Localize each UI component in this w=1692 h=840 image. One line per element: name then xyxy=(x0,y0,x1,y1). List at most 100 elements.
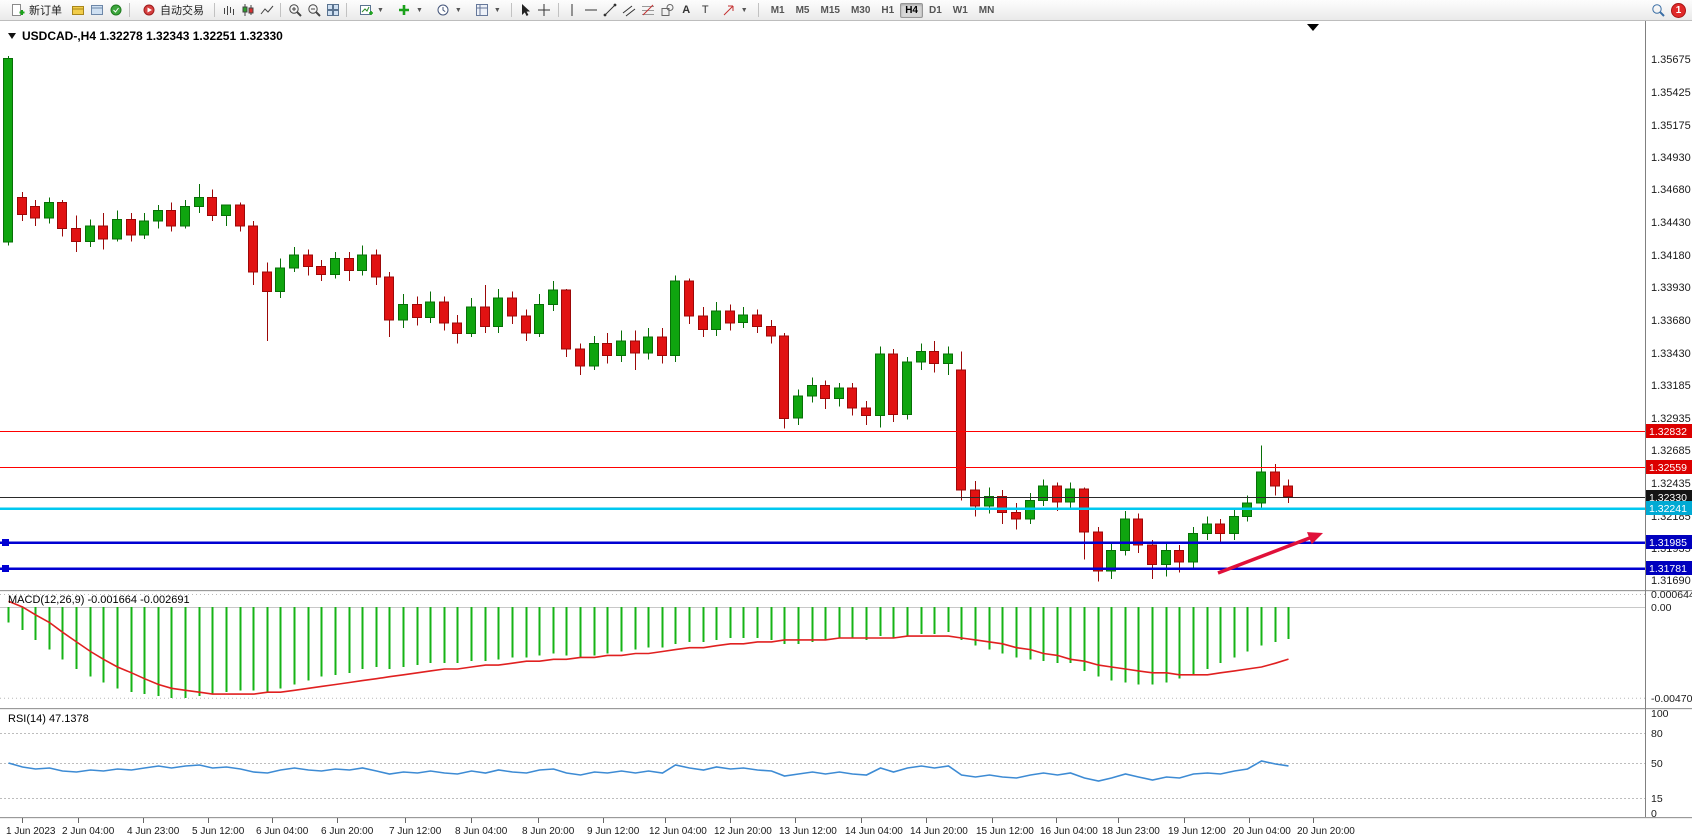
chart-title: USDCAD-,H4 1.32278 1.32343 1.32251 1.323… xyxy=(8,29,283,43)
tf-m5-button[interactable]: M5 xyxy=(795,4,810,16)
svg-text:50: 50 xyxy=(1651,758,1663,770)
clock-icon xyxy=(435,2,452,19)
auto-trading-icon xyxy=(140,2,157,19)
trend-arrow[interactable] xyxy=(1217,532,1323,575)
macd-signal-line xyxy=(8,600,1289,695)
svg-text:1.34680: 1.34680 xyxy=(1651,184,1691,196)
candlestick-chart-icon[interactable] xyxy=(239,2,256,19)
svg-text:7 Jun 12:00: 7 Jun 12:00 xyxy=(389,826,442,837)
svg-text:1.33930: 1.33930 xyxy=(1651,282,1691,294)
svg-text:-0.004708: -0.004708 xyxy=(1651,693,1692,705)
chart-profiles-icon[interactable] xyxy=(69,2,86,19)
price-tag-1.31781: 1.31781 xyxy=(1646,561,1692,575)
hline-handle-1.31985[interactable] xyxy=(2,539,9,546)
notification-badge[interactable]: 1 xyxy=(1671,2,1686,18)
arrow-tool-icon xyxy=(721,2,738,19)
svg-text:1.32935: 1.32935 xyxy=(1651,413,1691,425)
line-chart-icon[interactable] xyxy=(258,2,275,19)
svg-text:12 Jun 20:00: 12 Jun 20:00 xyxy=(714,826,772,837)
vertical-line-icon[interactable] xyxy=(564,2,581,19)
svg-text:1.31690: 1.31690 xyxy=(1651,575,1691,587)
tf-w1-button[interactable]: W1 xyxy=(952,4,968,16)
svg-text:4 Jun 23:00: 4 Jun 23:00 xyxy=(127,826,180,837)
chevron-down-icon: ▼ xyxy=(454,6,462,14)
svg-text:14 Jun 04:00: 14 Jun 04:00 xyxy=(845,826,903,837)
svg-text:14 Jun 20:00: 14 Jun 20:00 xyxy=(910,826,968,837)
svg-text:80: 80 xyxy=(1651,728,1663,740)
horizontal-line-icon[interactable] xyxy=(583,2,600,19)
chart-window-bg xyxy=(0,21,1692,840)
tf-m30-button[interactable]: M30 xyxy=(850,4,871,16)
toolbar-separator xyxy=(280,3,281,17)
chevron-down-icon: ▼ xyxy=(493,6,501,14)
svg-text:13 Jun 12:00: 13 Jun 12:00 xyxy=(779,826,837,837)
zoom-in-icon[interactable] xyxy=(286,2,303,19)
svg-text:8 Jun 20:00: 8 Jun 20:00 xyxy=(522,826,575,837)
tf-h1-button[interactable]: H1 xyxy=(881,4,895,16)
market-watch-icon[interactable] xyxy=(88,2,105,19)
bar-chart-icon[interactable] xyxy=(220,2,237,19)
new-chart-icon xyxy=(357,2,374,19)
shapes-icon[interactable] xyxy=(659,2,676,19)
new-order-label: 新订单 xyxy=(29,5,62,17)
arrows-button[interactable]: ▼ xyxy=(716,1,753,19)
svg-text:9 Jun 12:00: 9 Jun 12:00 xyxy=(587,826,640,837)
svg-text:12 Jun 04:00: 12 Jun 04:00 xyxy=(649,826,707,837)
trendline-icon[interactable] xyxy=(602,2,619,19)
fibonacci-icon[interactable] xyxy=(640,2,657,19)
auto-trading-button[interactable]: 自动交易 xyxy=(135,1,209,19)
svg-text:16 Jun 04:00: 16 Jun 04:00 xyxy=(1040,826,1098,837)
chart-shift-marker[interactable] xyxy=(1307,24,1319,31)
price-tag-1.32832: 1.32832 xyxy=(1646,424,1692,438)
navigator-icon[interactable] xyxy=(107,2,124,19)
tile-windows-icon[interactable] xyxy=(324,2,341,19)
rsi-axis-labels: 100 80 50 15 0 xyxy=(1651,708,1669,820)
rsi-label: RSI(14) 47.1378 xyxy=(8,713,89,725)
svg-text:18 Jun 23:00: 18 Jun 23:00 xyxy=(1102,826,1160,837)
macd-label: MACD(12,26,9) -0.001664 -0.002691 xyxy=(8,594,190,606)
new-chart-button[interactable]: ▼ xyxy=(352,1,389,19)
indicators-button[interactable]: ▼ xyxy=(391,1,428,19)
svg-text:20 Jun 20:00: 20 Jun 20:00 xyxy=(1297,826,1355,837)
svg-text:8 Jun 04:00: 8 Jun 04:00 xyxy=(455,826,508,837)
tf-m15-button[interactable]: M15 xyxy=(820,4,840,16)
text-label-icon[interactable]: T xyxy=(701,4,709,16)
periods-button[interactable]: ▼ xyxy=(430,1,467,19)
svg-text:1.34930: 1.34930 xyxy=(1651,152,1691,164)
svg-text:15: 15 xyxy=(1651,793,1663,805)
cursor-icon[interactable] xyxy=(517,2,534,19)
svg-text:1.32832: 1.32832 xyxy=(1649,426,1687,438)
svg-text:15 Jun 12:00: 15 Jun 12:00 xyxy=(976,826,1034,837)
new-order-button[interactable]: 新订单 xyxy=(4,1,67,19)
svg-text:0.000644: 0.000644 xyxy=(1651,589,1692,601)
svg-text:2 Jun 04:00: 2 Jun 04:00 xyxy=(62,826,115,837)
tf-h4-button[interactable]: H4 xyxy=(900,2,923,18)
svg-text:1.34180: 1.34180 xyxy=(1651,250,1691,262)
price-tag-1.31985: 1.31985 xyxy=(1646,535,1692,549)
chevron-down-icon: ▼ xyxy=(415,6,423,14)
svg-text:19 Jun 12:00: 19 Jun 12:00 xyxy=(1168,826,1226,837)
svg-text:1.33680: 1.33680 xyxy=(1651,315,1691,327)
timeframe-toolbar: M1 M5 M15 M30 H1 H4 D1 W1 MN xyxy=(766,2,1000,18)
tf-mn-button[interactable]: MN xyxy=(978,4,995,16)
auto-trading-label: 自动交易 xyxy=(160,5,204,17)
hline-handle-1.31781[interactable] xyxy=(2,565,9,572)
templates-button[interactable]: ▼ xyxy=(469,1,506,19)
svg-text:1 Jun 2023: 1 Jun 2023 xyxy=(6,826,56,837)
tf-d1-button[interactable]: D1 xyxy=(929,4,942,16)
zoom-out-icon[interactable] xyxy=(305,2,322,19)
svg-text:1.33430: 1.33430 xyxy=(1651,348,1691,360)
price-tag-1.32241: 1.32241 xyxy=(1646,501,1692,515)
toolbar-separator xyxy=(757,3,759,17)
search-icon[interactable] xyxy=(1649,2,1666,19)
macd-histogram xyxy=(7,607,1290,698)
crosshair-icon[interactable] xyxy=(536,2,553,19)
svg-text:100: 100 xyxy=(1651,708,1669,720)
candlesticks xyxy=(3,56,1293,582)
text-icon[interactable]: A xyxy=(682,4,691,16)
toolbar-separator xyxy=(214,3,215,17)
equidistant-channel-icon[interactable] xyxy=(621,2,638,19)
tf-m1-button[interactable]: M1 xyxy=(770,4,785,16)
